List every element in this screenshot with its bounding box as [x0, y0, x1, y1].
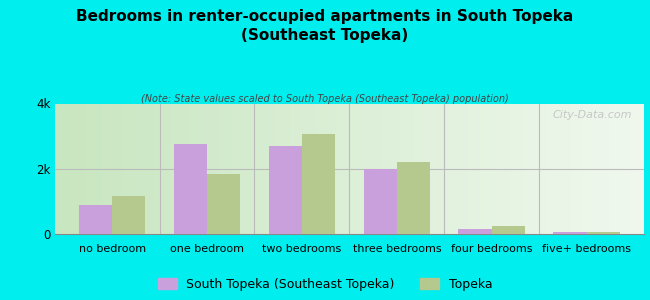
Bar: [491, 226, 525, 234]
Text: City-Data.com: City-Data.com: [552, 110, 632, 120]
Bar: [174, 144, 207, 234]
Text: (Note: State values scaled to South Topeka (Southeast Topeka) population): (Note: State values scaled to South Tope…: [141, 94, 509, 104]
Bar: [207, 174, 240, 234]
Bar: [363, 169, 396, 234]
Bar: [586, 232, 620, 234]
Legend: South Topeka (Southeast Topeka), Topeka: South Topeka (Southeast Topeka), Topeka: [158, 278, 492, 291]
Bar: [79, 205, 112, 234]
Bar: [458, 229, 491, 234]
Bar: [553, 232, 586, 234]
Bar: [302, 134, 335, 234]
Bar: [268, 146, 302, 234]
Bar: [112, 196, 146, 234]
Bar: [396, 162, 430, 234]
Text: Bedrooms in renter-occupied apartments in South Topeka
(Southeast Topeka): Bedrooms in renter-occupied apartments i…: [77, 9, 573, 43]
